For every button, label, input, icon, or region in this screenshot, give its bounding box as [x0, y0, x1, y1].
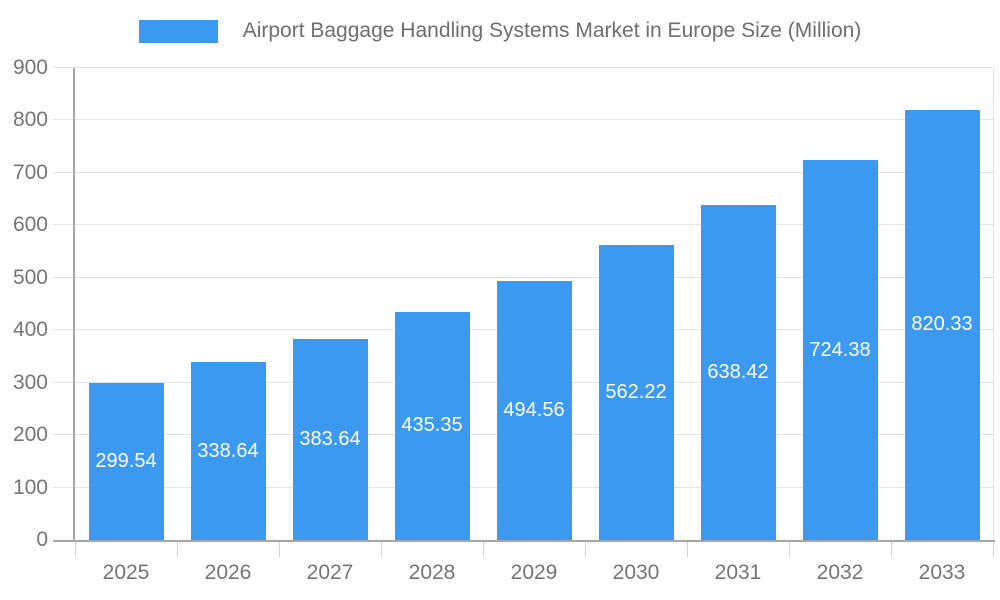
bar-value-label: 383.64: [299, 427, 361, 450]
y-axis-label: 200: [12, 423, 48, 447]
y-gridline: [53, 171, 993, 173]
x-tick: [993, 542, 994, 557]
bar-2025[interactable]: 299.54: [88, 382, 164, 540]
bar-2026[interactable]: 338.64: [190, 362, 266, 540]
bar-2028[interactable]: 435.35: [394, 311, 470, 540]
x-axis-line: [53, 540, 995, 542]
bar-value-label: 338.64: [197, 439, 259, 462]
legend-item[interactable]: Airport Baggage Handling Systems Market …: [0, 14, 1000, 48]
x-axis-label: 2032: [816, 561, 864, 584]
y-axis-label: 0: [36, 528, 48, 551]
y-axis-label: 600: [12, 213, 48, 237]
x-tick: [177, 542, 178, 557]
bar-value-label: 299.54: [95, 449, 157, 472]
x-tick: [585, 542, 586, 557]
x-tick: [381, 542, 382, 557]
y-axis-line: [73, 68, 75, 540]
y-gridline: [53, 119, 993, 121]
y-axis-label: 400: [12, 318, 48, 342]
x-tick: [75, 542, 76, 557]
chart-title: Airport Baggage Handling Systems Market …: [242, 19, 862, 42]
x-tick: [891, 542, 892, 557]
x-tick: [789, 542, 790, 557]
bar-value-label: 435.35: [401, 414, 463, 437]
y-gridline: [53, 67, 993, 68]
x-axis-label: 2026: [204, 561, 252, 584]
x-axis-label: 2030: [612, 561, 660, 584]
y-axis-label: 700: [12, 160, 48, 184]
bar-value-label: 494.56: [503, 398, 565, 421]
y-gridline: [53, 224, 993, 226]
y-axis-label: 100: [12, 475, 48, 499]
bar-value-label: 638.42: [707, 361, 769, 384]
y-gridline: [53, 276, 993, 278]
bar-2032[interactable]: 724.38: [802, 160, 878, 540]
bar-2029[interactable]: 494.56: [496, 280, 572, 540]
x-axis-label: 2028: [408, 561, 456, 584]
bar-2030[interactable]: 562.22: [598, 245, 674, 540]
bar-2031[interactable]: 638.42: [700, 205, 776, 540]
bar-value-label: 562.22: [605, 381, 667, 404]
x-axis-label: 2025: [102, 561, 150, 584]
y-axis-label: 500: [12, 265, 48, 289]
x-axis-label: 2029: [510, 561, 558, 584]
bar-2027[interactable]: 383.64: [292, 338, 368, 540]
y-axis-label: 800: [12, 108, 48, 132]
y-axis-label: 300: [12, 370, 48, 394]
x-tick: [279, 542, 280, 557]
x-axis-label: 2027: [306, 561, 354, 584]
x-axis-label: 2033: [918, 561, 966, 584]
legend-swatch: [138, 19, 218, 43]
x-axis-label: 2031: [714, 561, 762, 584]
bar-value-label: 724.38: [809, 338, 871, 361]
bar-value-label: 820.33: [911, 313, 973, 336]
y-axis-label: 900: [12, 56, 48, 79]
plot-right-border: [993, 68, 994, 540]
x-tick: [687, 542, 688, 557]
bar-2033[interactable]: 820.33: [904, 109, 980, 540]
x-tick: [483, 542, 484, 557]
